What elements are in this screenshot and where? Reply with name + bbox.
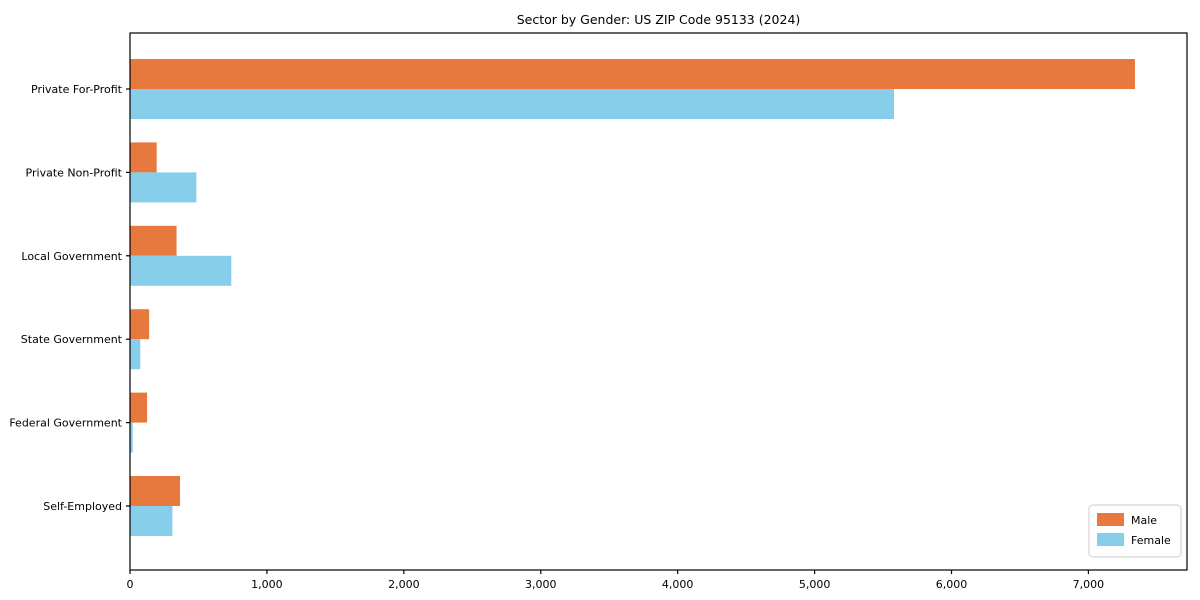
y-tick-label-local-government: Local Government (21, 250, 122, 263)
y-tick-label-state-government: State Government (21, 333, 123, 346)
bar-male-federal-government (130, 392, 148, 423)
y-tick-label-private-for-profit: Private For-Profit (31, 83, 123, 96)
legend-label-male: Male (1131, 514, 1157, 527)
plot-border (129, 32, 1188, 571)
y-tick-label-federal-government: Federal Government (9, 417, 122, 430)
x-tick-label-2000: 2,000 (388, 578, 420, 591)
bar-female-private-for-profit (130, 89, 894, 119)
x-tick-label-4000: 4,000 (662, 578, 694, 591)
x-tick-label-5000: 5,000 (799, 578, 831, 591)
bar-male-self-employed (130, 476, 180, 506)
bar-female-self-employed (130, 506, 173, 536)
bar-female-state-government (130, 339, 141, 370)
x-tick-label-7000: 7,000 (1073, 578, 1105, 591)
y-tick-label-self-employed: Self-Employed (43, 500, 122, 513)
legend-box (1088, 504, 1182, 558)
bar-female-federal-government (130, 422, 133, 453)
chart-title: Sector by Gender: US ZIP Code 95133 (202… (516, 12, 801, 27)
x-tick-label-0: 0 (127, 578, 134, 591)
bar-male-local-government (130, 225, 177, 256)
legend-label-female: Female (1131, 534, 1171, 547)
y-tick-label-private-non-profit: Private Non-Profit (26, 166, 123, 179)
x-tick-label-1000: 1,000 (251, 578, 283, 591)
bar-female-local-government (130, 255, 232, 286)
legend-swatch-female (1097, 533, 1124, 546)
x-tick-label-6000: 6,000 (936, 578, 968, 591)
x-tick-label-3000: 3,000 (525, 578, 557, 591)
bar-male-private-for-profit (130, 59, 1135, 89)
legend-swatch-male (1097, 513, 1124, 526)
bar-male-private-non-profit (130, 142, 157, 173)
bar-male-state-government (130, 309, 150, 340)
bar-female-private-non-profit (130, 172, 197, 203)
